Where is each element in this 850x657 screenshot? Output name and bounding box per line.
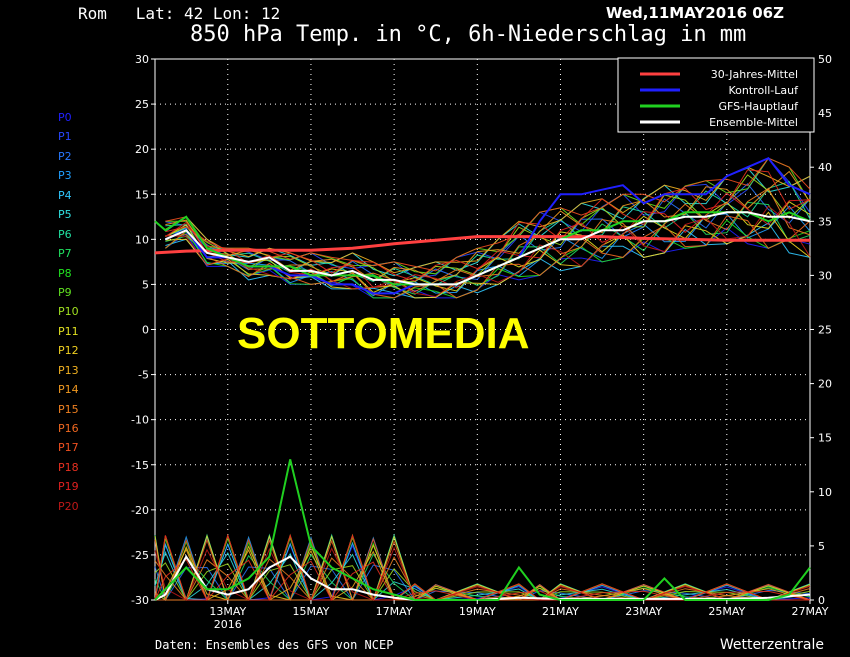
member-label: P3	[58, 169, 72, 183]
x-tick-label: 15MAY	[293, 605, 330, 618]
y-left-tick-label: -20	[131, 504, 149, 517]
y-right-tick-label: 20	[818, 378, 832, 391]
x-tick-label: 13MAY	[209, 605, 246, 618]
member-label: P16	[58, 422, 79, 435]
member-label: P15	[58, 402, 79, 416]
chart-title: 850 hPa Temp. in °C, 6h-Niederschlag in …	[190, 22, 747, 47]
run-date: Wed,11MAY2016 06Z	[605, 4, 784, 22]
ensemble-member-line	[165, 205, 811, 298]
x-tick-label: 19MAY	[459, 605, 496, 618]
legend-label: 30-Jahres-Mittel	[711, 68, 798, 81]
member-label: P9	[58, 285, 72, 299]
member-label: P0	[58, 111, 72, 124]
y-right-tick-label: 15	[818, 432, 832, 445]
series-lines	[154, 156, 811, 601]
ensemble-member-line	[165, 192, 811, 289]
y-left-tick-label: -25	[131, 549, 149, 562]
x-tick-label: 25MAY	[708, 605, 745, 618]
legend-label: Kontroll-Lauf	[729, 84, 800, 97]
y-axis-left: 30 25 20 15 10 5 0 -5 -10 -15 -20 -25 -30	[131, 53, 155, 607]
legend-label: GFS-Hauptlauf	[718, 100, 799, 113]
ensemble-member-line	[165, 169, 811, 282]
ensemble-members	[154, 157, 811, 602]
y-right-tick-label: 30	[818, 269, 832, 282]
ensemble-member-line	[165, 157, 811, 272]
overlay-label: SOTTOMEDIA	[237, 309, 530, 358]
y-left-tick-label: 15	[135, 188, 149, 201]
y-right-tick-label: 10	[818, 486, 832, 499]
y-left-tick-label: 10	[135, 233, 149, 246]
member-label: P12	[58, 344, 79, 358]
x-tick-label: 23MAY	[625, 605, 662, 618]
y-right-tick-label: 25	[818, 324, 832, 337]
y-right-tick-label: 5	[818, 540, 825, 553]
member-label: P6	[58, 227, 72, 241]
member-label: P14	[58, 383, 79, 397]
location-label: Rom Lat: 42 Lon: 12	[78, 4, 281, 23]
member-label: P19	[58, 480, 79, 494]
y-right-tick-label: 45	[818, 107, 832, 120]
member-label: P18	[58, 460, 79, 474]
member-list: P0 P1 P2 P3 P4 P5 P6 P7 P8 P9 P10 P11 P12 P13 P14 P15 P1…	[58, 108, 79, 516]
member-label: P20	[58, 499, 79, 513]
member-label: P1	[58, 130, 72, 144]
series-line	[165, 211, 811, 286]
y-right-tick-label: 0	[818, 594, 825, 607]
series-line	[154, 235, 810, 255]
ensemble-member-line	[165, 211, 811, 299]
member-label: P13	[58, 363, 79, 377]
member-label: P10	[58, 305, 79, 319]
y-left-tick-label: -10	[131, 414, 149, 427]
member-label: P5	[58, 208, 72, 222]
data-source: Daten: Ensembles des GFS von NCEP	[155, 638, 394, 652]
y-left-tick-label: 0	[142, 324, 149, 337]
y-left-tick-label: 5	[142, 278, 149, 291]
x-tick-sublabel: 2016	[214, 618, 242, 631]
y-left-tick-label: -15	[131, 459, 149, 472]
member-label: P7	[58, 247, 72, 261]
member-label: P8	[58, 266, 72, 280]
x-tick-label: 17MAY	[376, 605, 413, 618]
member-label: P4	[58, 188, 72, 202]
y-left-tick-label: -5	[138, 369, 149, 382]
member-label: P2	[58, 149, 72, 163]
member-label: P11	[58, 324, 79, 338]
y-left-tick-label: -30	[131, 594, 149, 607]
x-tick-label: 21MAY	[542, 605, 579, 618]
x-tick-label: 27MAY	[792, 605, 829, 618]
y-left-tick-label: 25	[135, 98, 149, 111]
legend-box	[617, 57, 815, 133]
legend-label: Ensemble-Mittel	[709, 116, 798, 129]
legend: 30-Jahres-Mittel Kontroll-Lauf GFS-Hauptla…	[617, 57, 815, 133]
y-left-tick-label: 30	[135, 53, 149, 66]
series-line	[154, 459, 811, 601]
y-right-tick-label: 40	[818, 161, 832, 174]
brand-label: Wetterzentrale	[719, 637, 824, 653]
series-line	[154, 554, 811, 601]
y-right-tick-label: 35	[818, 215, 832, 228]
member-label: P17	[58, 441, 79, 455]
y-left-tick-label: 20	[135, 143, 149, 156]
y-right-tick-label: 50	[818, 53, 832, 66]
